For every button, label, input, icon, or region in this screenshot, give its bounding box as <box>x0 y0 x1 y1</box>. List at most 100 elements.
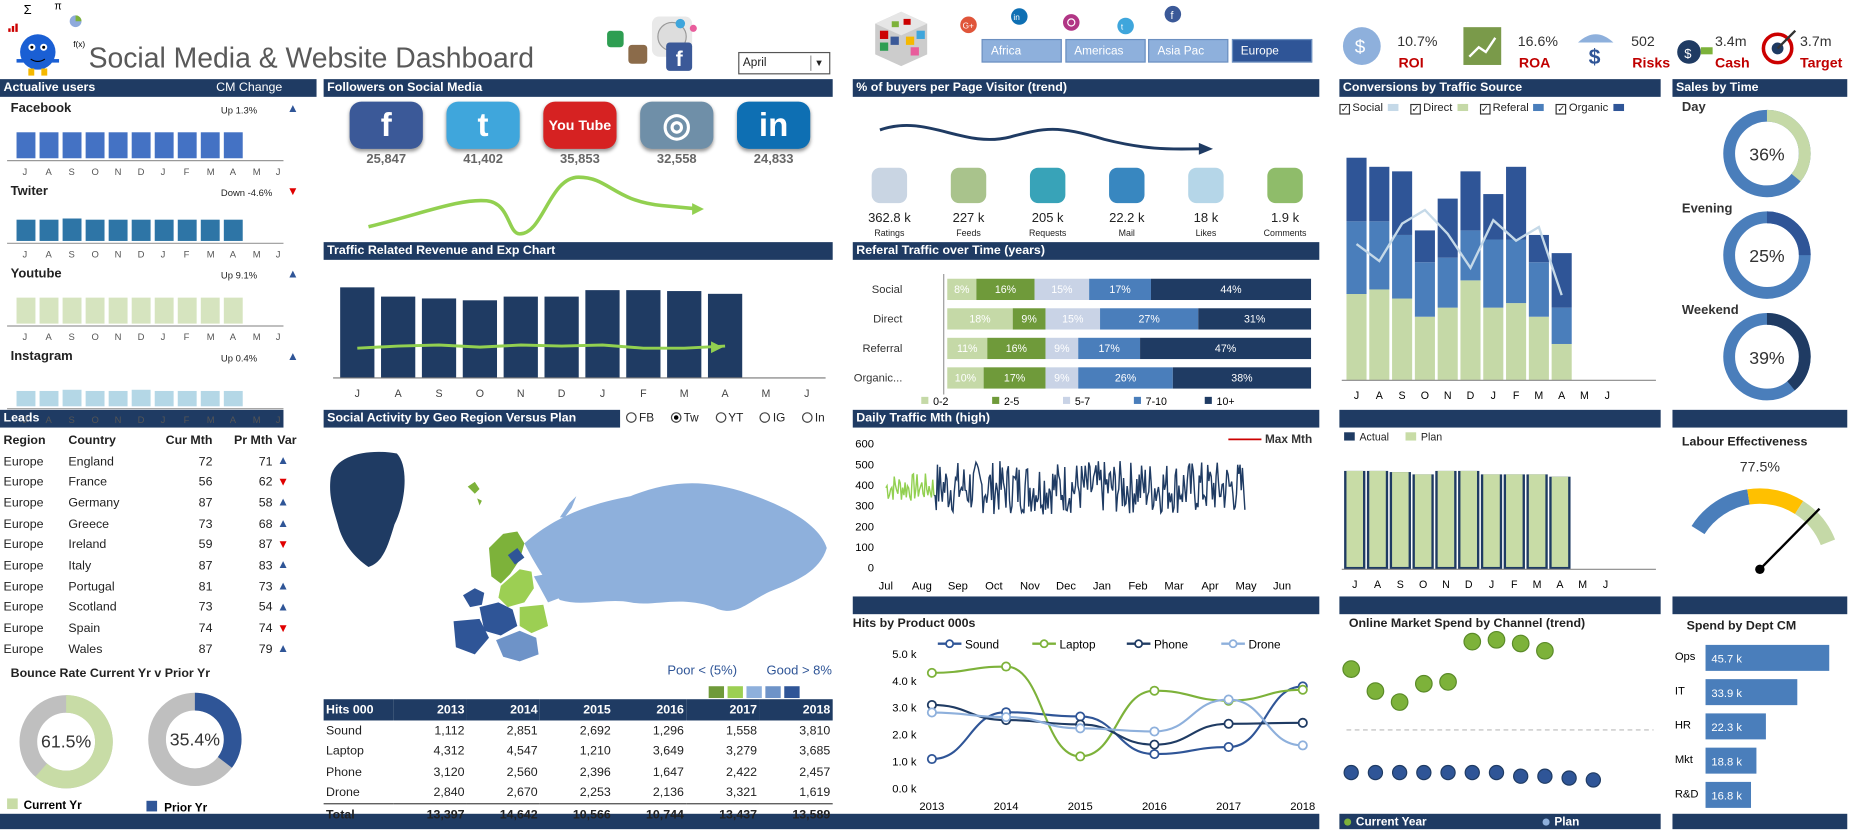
region-button-americas[interactable]: Americas <box>1064 38 1146 63</box>
revenue-x-tick: O <box>476 388 484 400</box>
leads-col-header: Region <box>3 433 46 448</box>
radio-icon[interactable] <box>759 412 771 423</box>
svg-text:f: f <box>676 47 684 71</box>
target-icon <box>1760 26 1800 66</box>
conv-legend-item[interactable]: ✓ Referal <box>1479 102 1545 115</box>
dept-divider <box>1672 596 1848 615</box>
referral-label: 17% <box>1109 284 1131 296</box>
ap-legend-label: Actual <box>1359 431 1390 443</box>
hp-legend-item: Laptop <box>1059 637 1096 651</box>
ap-x-tick: A <box>1374 579 1382 591</box>
buyer-value: 1.9 k <box>1270 211 1300 226</box>
europe-map <box>330 451 827 662</box>
user-bar <box>62 218 82 241</box>
month-select[interactable]: April ▼ <box>738 51 831 75</box>
online-spend-divider <box>1339 596 1661 615</box>
radio-icon[interactable] <box>670 412 682 423</box>
up-arrow-icon: ▲ <box>277 496 289 510</box>
checkbox-icon[interactable]: ✓ <box>1410 103 1421 115</box>
geo-option-in[interactable]: In <box>801 412 825 425</box>
region-button-asia-pac[interactable]: Asia Pac <box>1148 38 1229 63</box>
conv-legend-item[interactable]: ✓ Organic <box>1555 102 1624 115</box>
user-bar <box>154 132 174 159</box>
referral-category: Organic... <box>854 373 903 385</box>
os-current-point <box>1511 634 1530 653</box>
os-current-point <box>1536 641 1554 660</box>
month-tick: A <box>230 249 237 260</box>
twitter-icon[interactable]: t <box>446 101 520 149</box>
checkbox-icon[interactable]: ✓ <box>1339 103 1351 115</box>
leads-table: Region Country Cur Mth Pr Mth Var Europe Engla… <box>1 430 308 660</box>
hp-x-tick: 2018 <box>1290 801 1315 813</box>
daily-traffic-chart: 0 100 200 300 400 500 600 Jul Aug Sep Oct Nov Dec Jan… <box>855 432 1312 592</box>
conv-bar-segment <box>1392 234 1413 299</box>
hp-x-tick: 2015 <box>1068 801 1093 813</box>
linkedin-icon[interactable]: in <box>737 101 811 149</box>
hits-col-header: 2014 <box>510 702 538 717</box>
radio-icon[interactable] <box>715 412 726 423</box>
conv-legend-item[interactable]: ✓ Social <box>1339 102 1399 115</box>
revenue-x-tick: A <box>395 388 403 400</box>
geo-option-tw[interactable]: Tw <box>670 412 699 425</box>
conv-bar-segment <box>1528 262 1549 317</box>
scale-swatch <box>708 686 725 699</box>
hits-col-header: Hits 000 <box>325 702 374 717</box>
referral-segment <box>987 337 1046 360</box>
chevron-down-icon[interactable]: ▼ <box>810 55 827 71</box>
hp-point <box>1297 684 1308 695</box>
smiley-icon <box>1188 167 1224 204</box>
region-button-europe[interactable]: Europe <box>1231 38 1312 63</box>
labour-title: Labour Effectiveness <box>1681 434 1808 449</box>
leads-cell: 81 <box>198 579 213 594</box>
month-tick: D <box>138 249 145 260</box>
bounce-title: Bounce Rate Current Yr v Prior Yr <box>10 666 211 681</box>
geo-option-ig[interactable]: IG <box>759 412 785 425</box>
ap-x-tick: N <box>1442 579 1450 591</box>
hits-col-header: 2018 <box>802 702 831 717</box>
conv-x-tick: O <box>1421 390 1429 402</box>
swatch <box>1405 432 1417 441</box>
buyer-value: 22.2 k <box>1109 211 1145 226</box>
referral-category: Social <box>872 284 903 296</box>
down-arrow-icon: ▼ <box>277 538 289 552</box>
month-tick: M <box>253 415 261 426</box>
conv-social-line <box>1355 208 1563 296</box>
checkbox-icon[interactable]: ✓ <box>1479 103 1491 115</box>
checkbox-icon[interactable]: ✓ <box>1555 103 1567 115</box>
ap-legend-label: Plan <box>1420 431 1443 443</box>
sales-value: 36% <box>1749 145 1785 165</box>
user-bar <box>16 219 36 241</box>
month-tick: N <box>115 249 122 260</box>
revenue-bar <box>544 296 579 378</box>
geo-option-fb[interactable]: FB <box>625 412 654 425</box>
hp-point <box>1075 711 1086 722</box>
hits-cell: 3,685 <box>799 744 831 759</box>
hits-cell: 3,279 <box>726 744 758 759</box>
conv-legend-item[interactable]: ✓ Direct <box>1410 102 1468 115</box>
geo-option-yt[interactable]: YT <box>715 412 743 425</box>
facebook-icon[interactable]: f <box>349 101 423 149</box>
conv-bar-segment <box>1346 157 1367 222</box>
user-bar <box>16 390 36 407</box>
radio-icon[interactable] <box>625 412 637 423</box>
footer-bar <box>0 813 1320 830</box>
hits-total-cell: 13,437 <box>719 807 758 822</box>
conv-bar-segment <box>1551 307 1572 344</box>
instagram-icon[interactable]: ◎ <box>640 101 714 149</box>
daily-x-tick: Mar <box>1164 580 1184 592</box>
revenue-bar <box>421 298 457 378</box>
daily-max-month-line <box>885 472 935 501</box>
region-button-africa[interactable]: Africa <box>981 38 1062 63</box>
month-tick: A <box>230 167 237 178</box>
youtube-icon[interactable]: You Tube <box>543 101 617 149</box>
user-bar <box>62 132 82 159</box>
radio-icon[interactable] <box>801 412 813 423</box>
month-tick: O <box>92 332 99 343</box>
user-bar <box>223 297 243 324</box>
kpi-value-risks: 502 <box>1631 33 1655 50</box>
leads-col-header: Country <box>68 433 116 448</box>
month-tick: J <box>161 332 166 343</box>
gauge-needle <box>1759 507 1821 571</box>
buyer-label: Comments <box>1263 227 1307 239</box>
svg-text:$: $ <box>1684 46 1692 61</box>
